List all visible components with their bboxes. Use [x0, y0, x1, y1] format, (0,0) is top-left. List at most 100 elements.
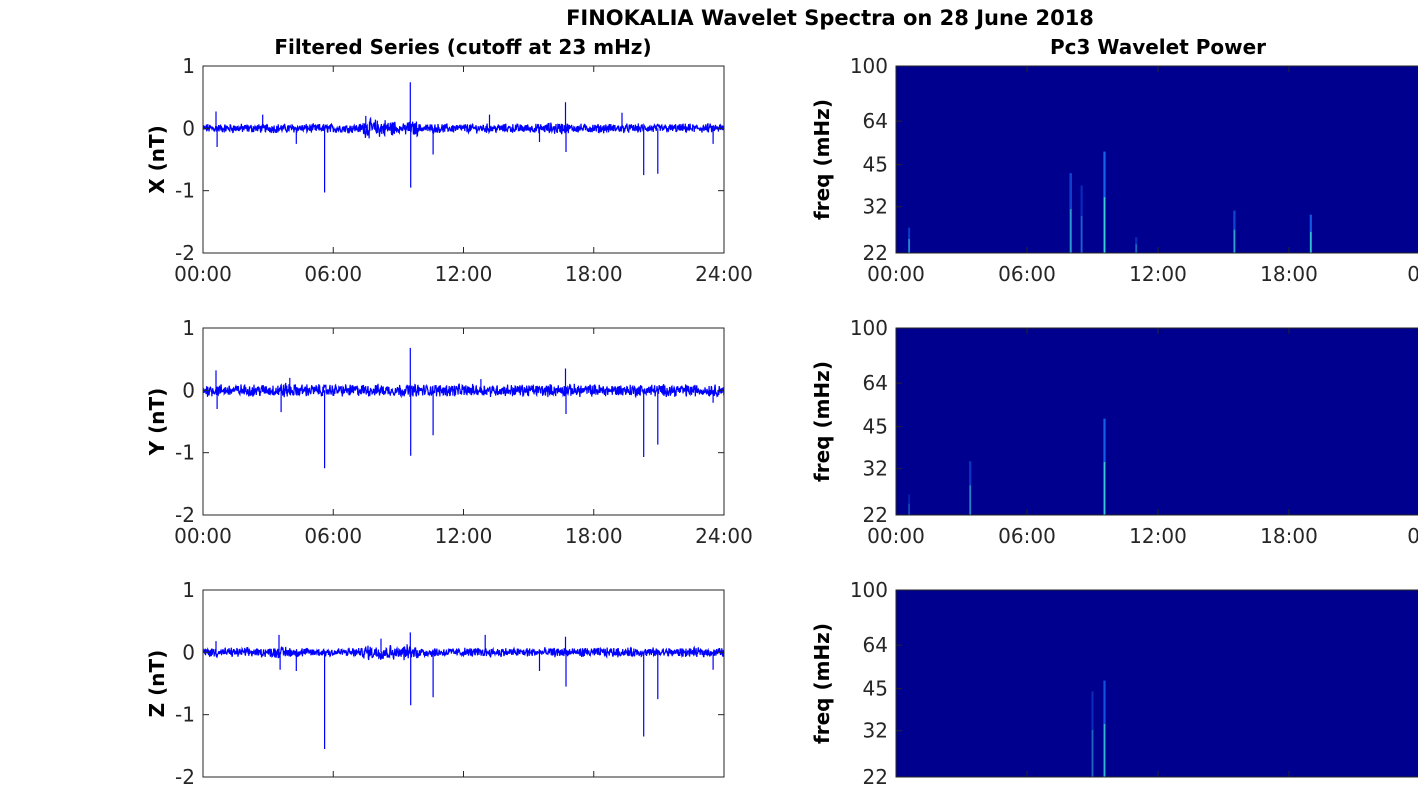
x-tick-label: 00:00	[867, 262, 925, 286]
wavelet-ridge-peak	[908, 503, 910, 515]
x-tick-label: 00	[1407, 262, 1418, 286]
z-series-ylabel: Z (nT)	[145, 650, 169, 718]
right-column-title: Pc3 Wavelet Power	[1050, 35, 1266, 59]
y-tick-label: 100	[850, 578, 888, 602]
wavelet-ridge-peak	[1103, 197, 1106, 253]
left-column-title: Filtered Series (cutoff at 23 mHz)	[274, 35, 651, 59]
y-tick-label: -1	[175, 441, 195, 465]
y-tick-label: 45	[863, 415, 888, 439]
z-wavelet-plot-frame	[895, 589, 1418, 778]
x-tick-label: 00:00	[174, 262, 232, 286]
y-tick-label: -2	[175, 241, 195, 265]
x-tick-label: 18:00	[565, 262, 623, 286]
y-tick-label: 32	[863, 457, 888, 481]
x-tick-label: 06:00	[304, 524, 362, 548]
wavelet-ridge	[1135, 237, 1138, 253]
wavelet-ridge-peak	[1103, 462, 1106, 515]
y-wavelet-ridges	[908, 418, 1106, 515]
wavelet-ridge-peak	[908, 239, 910, 253]
x-wavelet-ylabel: freq (mHz)	[810, 99, 834, 220]
y-tick-label: 0	[182, 640, 195, 664]
y-wavelet-heatmap	[896, 328, 1418, 515]
y-wavelet-ylabel: freq (mHz)	[810, 361, 834, 482]
panel-y-series: Y (nT) 00:00 06:00 12:00 18:00 24:00 1 0 -1 -2	[145, 316, 753, 548]
y-tick-label: 22	[863, 765, 888, 788]
wavelet-ridge	[969, 461, 972, 515]
y-tick-label: 64	[863, 633, 888, 657]
y-tick-label: 32	[863, 195, 888, 219]
y-wavelet-plot-frame	[895, 327, 1418, 516]
x-tick-label: 00:00	[174, 524, 232, 548]
y-series-plot-frame	[202, 327, 725, 516]
x-tick-label: 00:00	[867, 524, 925, 548]
y-tick-label: 45	[863, 153, 888, 177]
wavelet-ridge-peak	[1069, 209, 1072, 253]
x-tick-label: 12:00	[435, 524, 493, 548]
x-series-ylabel: X (nT)	[145, 125, 169, 194]
x-wavelet-plot-frame	[895, 65, 1418, 254]
x-tick-label: 18:00	[565, 524, 623, 548]
y-series-trace	[203, 347, 724, 469]
wavelet-ridge	[1080, 185, 1083, 253]
x-tick-label: 00	[1407, 524, 1418, 548]
x-tick-label: 12:00	[435, 262, 493, 286]
x-tick-label: 24:00	[695, 262, 753, 286]
panel-z-series: Z (nT) 1 0 -1 -2	[145, 578, 725, 788]
wavelet-ridge-peak	[1310, 231, 1312, 253]
x-tick-label: 18:00	[1260, 262, 1318, 286]
y-tick-label: 64	[863, 109, 888, 133]
y-tick-label: -2	[175, 503, 195, 527]
z-wavelet-heatmap	[896, 590, 1418, 777]
x-tick-label: 06:00	[998, 524, 1056, 548]
y-tick-label: 1	[182, 316, 195, 340]
x-tick-label: 12:00	[1129, 262, 1187, 286]
z-series-plot-frame	[202, 589, 725, 778]
wavelet-ridge	[908, 494, 911, 515]
y-tick-label: 0	[182, 116, 195, 140]
wavelet-ridge-peak	[1135, 244, 1137, 253]
wavelet-ridge-peak	[969, 485, 971, 515]
y-tick-label: 22	[863, 241, 888, 265]
wavelet-ridge-peak	[1233, 229, 1236, 253]
panel-z-wavelet: freq (mHz) 100 64 45 32 22	[810, 578, 1418, 788]
x-tick-label: 24:00	[695, 524, 753, 548]
y-tick-label: 1	[182, 54, 195, 78]
z-wavelet-ylabel: freq (mHz)	[810, 623, 834, 744]
y-series-axes: 00:00 06:00 12:00 18:00 24:00 1 0 -1 -2	[174, 316, 753, 548]
z-wavelet-axes: 100 64 45 32 22	[850, 578, 1290, 788]
y-tick-label: -2	[175, 765, 195, 788]
y-wavelet-axes: 00:00 06:00 12:00 18:00 00 100 64 45 32 22	[850, 316, 1418, 548]
x-series-trace	[203, 82, 724, 193]
figure-suptitle: FINOKALIA Wavelet Spectra on 28 June 201…	[566, 6, 1094, 30]
wavelet-ridge-peak	[1103, 724, 1106, 777]
y-tick-label: 22	[863, 503, 888, 527]
x-tick-label: 12:00	[1129, 524, 1187, 548]
z-series-axes: 1 0 -1 -2	[175, 578, 725, 788]
y-tick-label: 32	[863, 719, 888, 743]
y-series-ylabel: Y (nT)	[145, 388, 169, 457]
wavelet-ridge-peak	[1080, 215, 1083, 253]
z-series-trace	[203, 632, 724, 749]
y-tick-label: 64	[863, 371, 888, 395]
z-wavelet-ridges	[1091, 680, 1106, 777]
x-wavelet-ridges	[908, 151, 1312, 253]
y-tick-label: 100	[850, 54, 888, 78]
y-tick-label: 0	[182, 378, 195, 402]
y-tick-label: 100	[850, 316, 888, 340]
x-series-axes: 00:00 06:00 12:00 18:00 24:00 1 0 -1 -2	[174, 54, 753, 286]
wavelet-ridge	[1091, 691, 1094, 777]
y-tick-label: 45	[863, 677, 888, 701]
y-tick-label: -1	[175, 179, 195, 203]
panel-x-wavelet: freq (mHz) 00:00 06:00 12:00 18:00 00 100 64 45…	[810, 54, 1418, 286]
y-tick-label: -1	[175, 703, 195, 727]
x-series-plot-frame	[202, 65, 725, 254]
y-tick-label: 1	[182, 578, 195, 602]
x-wavelet-heatmap	[896, 66, 1418, 253]
x-tick-label: 06:00	[998, 262, 1056, 286]
wavelet-ridge-peak	[1091, 729, 1094, 777]
panel-y-wavelet: freq (mHz) 00:00 06:00 12:00 18:00 00 100 64 45…	[810, 316, 1418, 548]
panel-x-series: X (nT) 00:00 06:00 12:00 18:00 24:00 1 0 -1 -2	[145, 54, 753, 286]
x-tick-label: 06:00	[304, 262, 362, 286]
x-tick-label: 18:00	[1260, 524, 1318, 548]
